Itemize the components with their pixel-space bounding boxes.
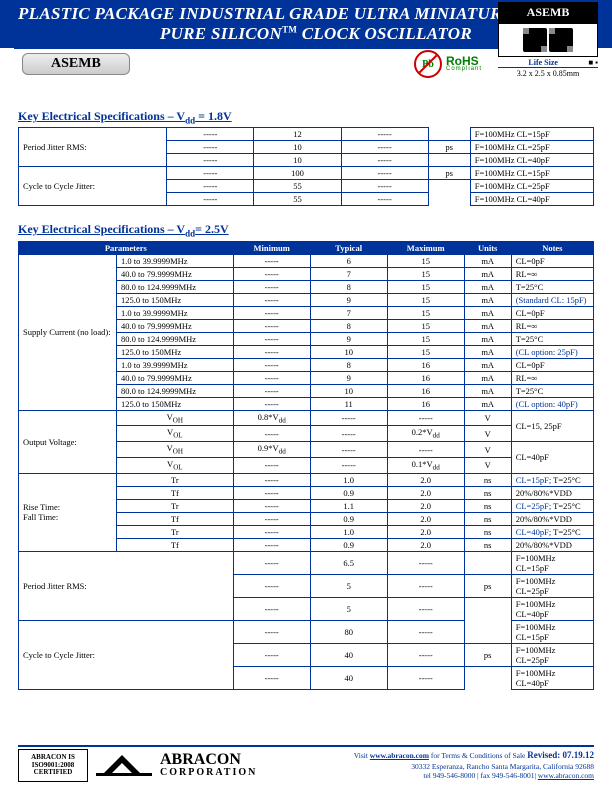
title-sub: dd <box>185 115 195 125</box>
table-row: Output Voltage:VOH0.8*Vdd----------VCL=1… <box>19 410 594 426</box>
visit-text: Visit www.abracon.com for Terms & Condit… <box>354 751 526 760</box>
tel-fax: tel 949-546-8000 | fax 949-546-8001| <box>423 771 537 780</box>
chip-image <box>498 23 598 57</box>
product-badge: ASEMB <box>498 2 598 23</box>
rohs-badge: RoHS Compliant <box>446 56 482 72</box>
product-tab: ASEMB <box>22 53 130 75</box>
section-title-2: Key Electrical Specifications – Vdd= 2.5… <box>18 222 594 238</box>
rohs-sub: Compliant <box>446 67 482 72</box>
title-text: Key Electrical Specifications – V <box>18 222 185 236</box>
dimensions: 3.2 x 2.5 x 0.85mm <box>498 68 598 78</box>
title-sub: dd <box>185 229 195 239</box>
pb-text: Pb <box>422 59 434 70</box>
visit-url: www.abracon.com <box>370 751 429 760</box>
abracon-logo <box>94 751 154 779</box>
chip-icon <box>549 28 573 52</box>
company-name: ABRACON <box>160 751 241 768</box>
page-footer: ABRACON IS ISO9001:2008 CERTIFIED ABRACO… <box>0 745 612 782</box>
header-text: PURE SILICON <box>160 24 282 43</box>
table-row: Supply Current (no load):1.0 to 39.9999M… <box>19 254 594 267</box>
spec-table-2: ParametersMinimumTypicalMaximumUnitsNote… <box>18 241 594 690</box>
chip-icon <box>523 28 547 52</box>
table-row: Cycle to Cycle Jitter:-----100-----psF=1… <box>19 167 594 180</box>
title-text: = 1.8V <box>195 109 232 123</box>
pb-free-icon: Pb <box>414 50 442 78</box>
spec-table-1: Period Jitter RMS:-----12-----F=100MHz C… <box>18 127 594 206</box>
company-name-block: ABRACON CORPORATION <box>160 753 257 778</box>
footer-url: www.abracon.com <box>538 771 594 780</box>
size-dots: ■ ▪ <box>588 58 598 67</box>
table-row: Period Jitter RMS:-----12-----F=100MHz C… <box>19 128 594 141</box>
footer-divider <box>18 745 594 747</box>
company-corp: CORPORATION <box>160 767 257 778</box>
product-box: ASEMB Life Size ■ ▪ 3.2 x 2.5 x 0.85mm <box>498 2 598 78</box>
tm-mark: TM <box>282 24 297 34</box>
cert-line: CERTIFIED <box>34 768 73 776</box>
title-text: Key Electrical Specifications – V <box>18 109 185 123</box>
title-text: = 2.5V <box>195 222 229 236</box>
address: 30332 Esperanza, Rancho Santa Margarita,… <box>411 762 594 771</box>
compliance-badges: Pb RoHS Compliant <box>414 50 482 78</box>
revised-date: Revised: 07.19.12 <box>527 750 594 760</box>
cert-box: ABRACON IS ISO9001:2008 CERTIFIED <box>18 749 88 782</box>
footer-right: Visit www.abracon.com for Terms & Condit… <box>354 750 594 781</box>
section-title-1: Key Electrical Specifications – Vdd = 1.… <box>18 109 594 125</box>
table-row: Period Jitter RMS:-----6.5-----F=100MHz … <box>19 551 594 574</box>
visit-post: for Terms & Conditions of Sale <box>429 751 525 760</box>
visit-pre: Visit <box>354 751 370 760</box>
table-row: Rise Time: Fall Time:Tr-----1.02.0nsCL=1… <box>19 473 594 486</box>
life-size-label: Life Size <box>528 58 558 67</box>
header-text2: CLOCK OSCILLATOR <box>297 24 472 43</box>
life-size-row: Life Size ■ ▪ <box>498 57 598 67</box>
table-header-row: ParametersMinimumTypicalMaximumUnitsNote… <box>19 241 594 254</box>
table-row: Cycle to Cycle Jitter:-----80-----F=100M… <box>19 620 594 643</box>
